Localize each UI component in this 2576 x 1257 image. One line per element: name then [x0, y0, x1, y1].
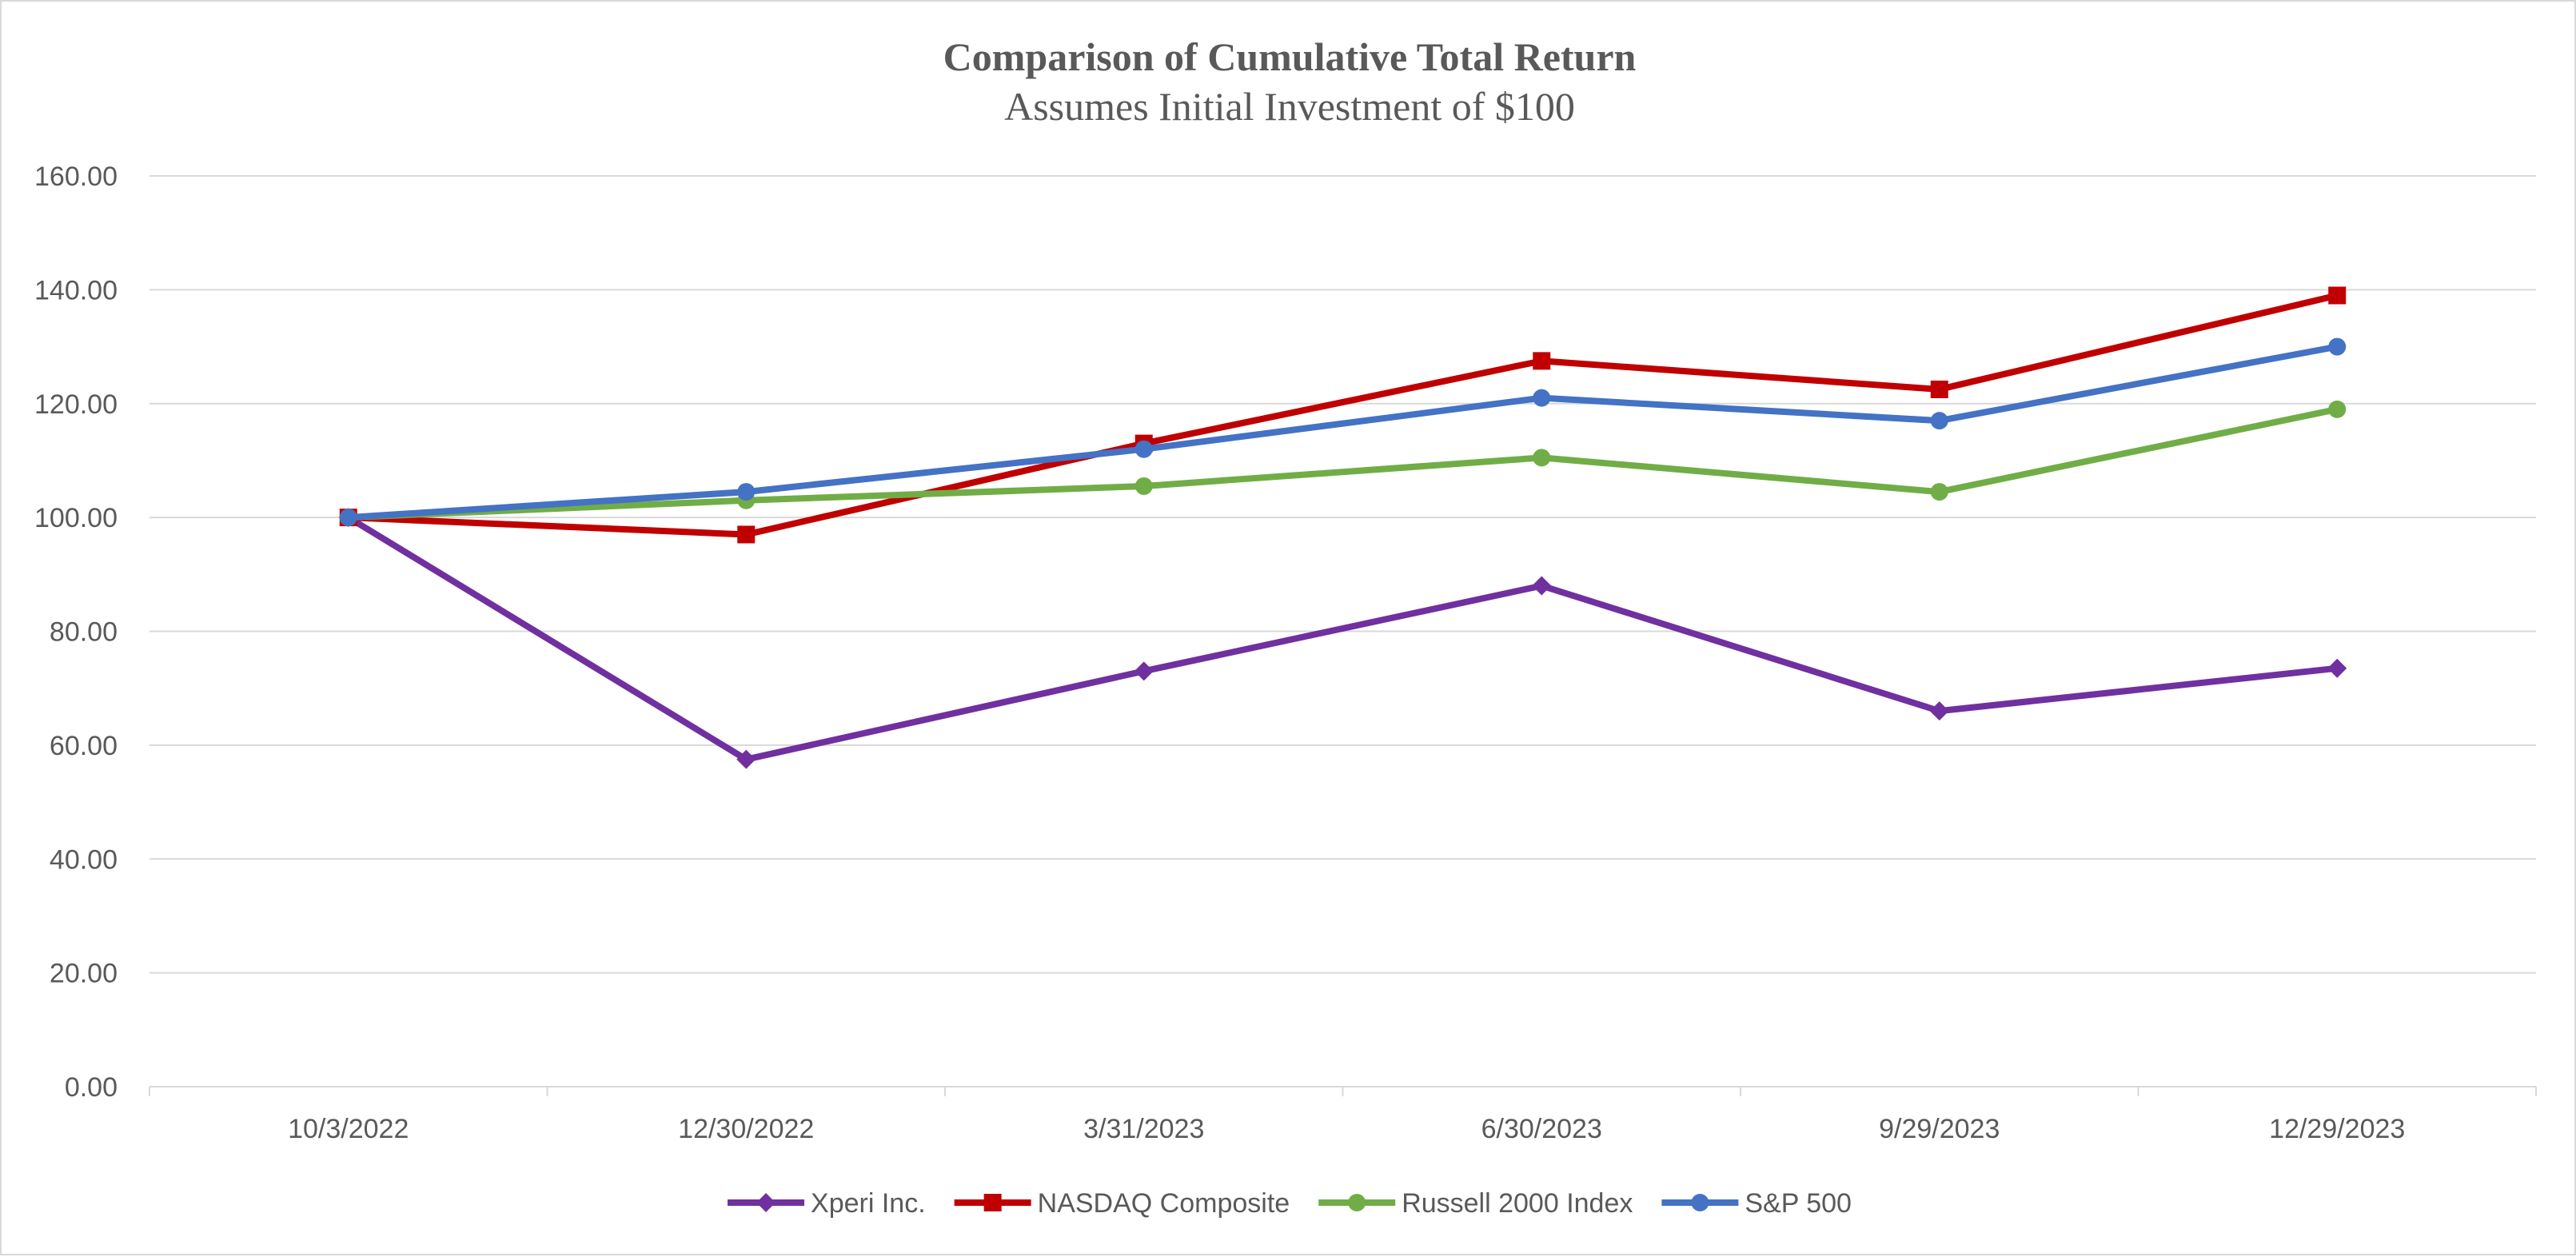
y-tick-label: 160.00	[34, 162, 118, 192]
legend: Xperi Inc. NASDAQ Composite Russell 2000 I…	[728, 1188, 1852, 1219]
x-axis-tick-labels: 10/3/2022 12/30/2022 3/31/2023 6/30/2023 9/2…	[288, 1114, 2405, 1144]
data-point	[339, 509, 357, 527]
data-point	[1134, 477, 1153, 495]
data-point	[1533, 352, 1551, 370]
y-tick-label: 40.00	[50, 844, 118, 875]
y-tick-label: 140.00	[34, 275, 118, 305]
data-point	[737, 525, 756, 544]
gridlines	[150, 175, 2536, 974]
x-tick-label: 9/29/2023	[1879, 1114, 2000, 1144]
series-3	[339, 337, 2347, 527]
series-line	[345, 343, 2341, 521]
legend-marker	[1691, 1194, 1709, 1211]
y-tick-label: 60.00	[50, 731, 118, 761]
legend-marker	[1348, 1194, 1366, 1211]
legend-item: S&P 500	[1661, 1188, 1852, 1219]
y-tick-label: 80.00	[50, 617, 118, 648]
y-tick-label: 100.00	[34, 503, 118, 533]
data-point	[1533, 449, 1551, 467]
x-tick-label: 12/29/2023	[2269, 1114, 2405, 1144]
series-line	[345, 292, 2341, 538]
data-point	[1134, 661, 1154, 681]
series-0	[338, 508, 2347, 769]
data-point	[1930, 483, 1948, 501]
series-2	[339, 400, 2347, 527]
legend-label: Russell 2000 Index	[1402, 1188, 1633, 1219]
legend-marker	[756, 1193, 776, 1212]
y-tick-label: 20.00	[50, 959, 118, 989]
data-point	[1134, 440, 1153, 458]
data-point	[736, 749, 756, 769]
data-point	[2328, 400, 2347, 418]
data-point	[1532, 576, 1552, 596]
legend-item: NASDAQ Composite	[954, 1188, 1290, 1219]
data-point	[1930, 412, 1948, 430]
data-point	[737, 483, 756, 501]
series-line	[345, 405, 2341, 521]
legend-item: Xperi Inc.	[728, 1188, 926, 1219]
data-point	[1533, 389, 1551, 407]
data-point	[2328, 337, 2347, 356]
legend-label: Xperi Inc.	[811, 1188, 926, 1219]
data-point	[1930, 380, 1948, 398]
legend-item: Russell 2000 Index	[1318, 1188, 1633, 1219]
data-point	[2328, 286, 2347, 305]
x-tick-label: 10/3/2022	[288, 1114, 409, 1144]
data-point	[1929, 701, 1949, 721]
chart-subtitle: Assumes Initial Investment of $100	[1004, 84, 1575, 129]
x-tick-label: 3/31/2023	[1083, 1114, 1204, 1144]
legend-label: NASDAQ Composite	[1038, 1188, 1290, 1219]
x-tick-label: 6/30/2023	[1481, 1114, 1602, 1144]
y-tick-label: 0.00	[65, 1072, 118, 1103]
chart-title: Comparison of Cumulative Total Return	[943, 34, 1637, 79]
y-axis-tick-labels: 0.00 20.00 40.00 60.00 80.00 100.00 120.00 140.…	[34, 162, 118, 1103]
series-lines	[338, 286, 2347, 769]
x-tick-label: 12/30/2022	[678, 1114, 814, 1144]
x-axis	[149, 1086, 2537, 1096]
data-point	[2327, 658, 2347, 678]
y-tick-label: 120.00	[34, 389, 118, 420]
legend-label: S&P 500	[1745, 1188, 1852, 1219]
legend-marker	[983, 1194, 1002, 1211]
series-line	[345, 514, 2341, 763]
